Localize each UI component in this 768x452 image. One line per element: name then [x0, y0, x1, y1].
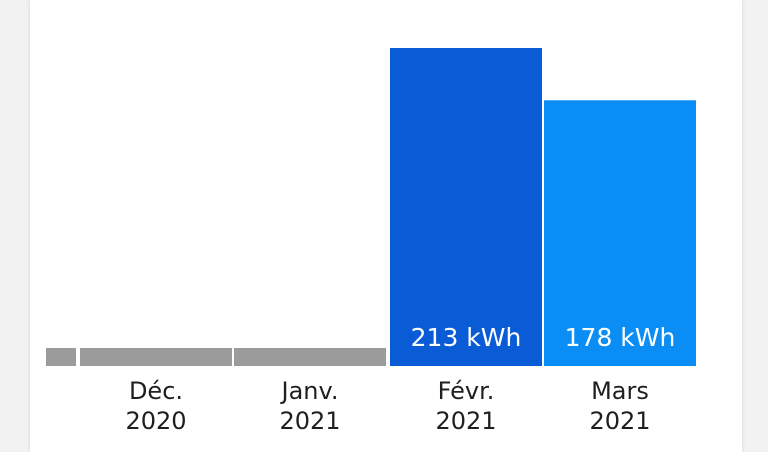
bar-value-label-2: 213 kWh	[411, 323, 522, 352]
x-tick-year-2: 2021	[435, 407, 496, 435]
x-tick-year-3: 2021	[589, 407, 650, 435]
chart-card: Déc. 2020 Janv. 2021 213 kWh Févr. 2021 178 kWh…	[30, 0, 742, 452]
x-tick-year-0: 2020	[125, 407, 186, 435]
x-tick-month-1: Janv.	[280, 377, 339, 405]
x-tick-month-2: Févr.	[438, 377, 495, 405]
bar-0[interactable]	[80, 348, 232, 366]
bar-stub-0	[46, 348, 76, 366]
x-tick-year-1: 2021	[279, 407, 340, 435]
x-tick-month-3: Mars	[591, 377, 649, 405]
bar-value-label-3: 178 kWh	[565, 323, 676, 352]
bar-3[interactable]	[544, 100, 696, 366]
bar-2[interactable]	[390, 48, 542, 366]
x-tick-month-0: Déc.	[129, 377, 183, 405]
bar-1[interactable]	[234, 348, 386, 366]
